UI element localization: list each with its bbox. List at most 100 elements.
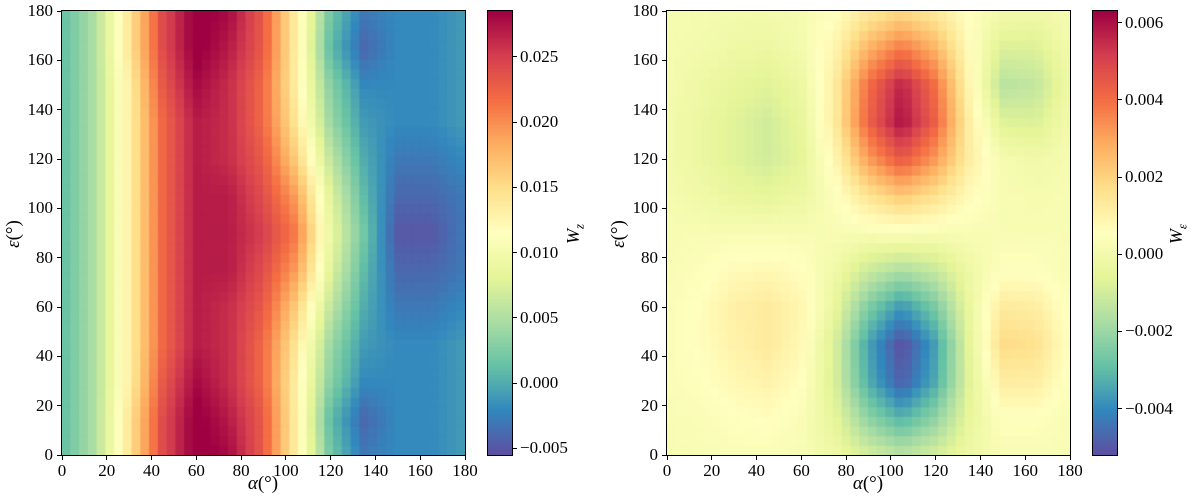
x-tick-mark [374, 456, 376, 460]
y-tick-label: 0 [44, 445, 54, 464]
x-tick-label: 20 [98, 461, 116, 480]
x-tick-mark [419, 456, 421, 460]
colorbar-tick-mark [513, 317, 517, 319]
colorbar-tick-mark [1118, 408, 1122, 410]
x-tick-label: 40 [143, 461, 161, 480]
colorbar-tick-mark [1118, 99, 1122, 101]
x-tick-label: 20 [703, 461, 721, 480]
colorbar-tick-mark [513, 186, 517, 188]
colorbar-tick-mark [1118, 176, 1122, 178]
y-tick-mark [57, 59, 61, 61]
y-tick-label: 140 [27, 99, 54, 119]
y-tick-mark [57, 207, 61, 209]
y-tick-mark [57, 355, 61, 357]
colorbar-tick-label: 0.002 [1125, 167, 1164, 187]
x-tick-mark [890, 456, 892, 460]
y-tick-mark [662, 306, 666, 308]
y-tick-label: 60 [641, 297, 658, 316]
colorbar-tick-label: 0.005 [520, 307, 559, 327]
y-tick-mark [57, 257, 61, 259]
y-tick-label: 60 [36, 297, 53, 316]
y-tick-label: 20 [36, 395, 53, 415]
x-tick-mark [330, 456, 332, 460]
degree-unit: (°) [608, 220, 629, 241]
y-tick-mark [662, 355, 666, 357]
x-tick-mark [151, 456, 153, 460]
epsilon-symbol: ε [3, 240, 24, 248]
heatmap-plot-right [666, 10, 1071, 456]
colorbar-tick-label: 0.000 [520, 373, 559, 393]
colorbar-tick-mark [513, 252, 517, 254]
x-tick-label: 180 [1057, 461, 1083, 480]
x-tick-label: 80 [837, 461, 855, 480]
degree-unit: (°) [3, 220, 24, 241]
x-tick-label: 0 [57, 461, 67, 480]
colorbar-canvas-right [1093, 11, 1117, 455]
colorbar-left [487, 10, 513, 456]
y-tick-mark [57, 306, 61, 308]
x-tick-label: 180 [452, 461, 478, 480]
colorbar-tick-mark [513, 56, 517, 58]
colorbar-tick-mark [1118, 330, 1122, 332]
x-tick-label: 100 [273, 461, 299, 480]
x-tick-label: 140 [967, 461, 994, 480]
colorbar-tick-label: 0.010 [520, 242, 559, 262]
x-axis-label-left: α(°) [223, 473, 303, 495]
colorbar-tick-mark [1118, 253, 1122, 255]
alpha-symbol: α [852, 473, 863, 494]
y-tick-label: 180 [27, 1, 54, 20]
x-tick-label: 140 [362, 461, 389, 480]
x-tick-mark [666, 456, 668, 460]
colorbar-canvas-left [488, 11, 512, 455]
colorbar-tick-label: 0.006 [1125, 12, 1164, 32]
x-tick-label: 0 [662, 461, 672, 480]
x-tick-label: 100 [878, 461, 904, 480]
x-tick-mark [240, 456, 242, 460]
y-tick-label: 20 [641, 395, 658, 415]
heatmap-plot-left [61, 10, 466, 456]
y-tick-mark [57, 405, 61, 407]
colorbar-label-left: Wz [563, 223, 587, 245]
x-tick-label: 60 [187, 461, 205, 480]
y-tick-mark [662, 405, 666, 407]
colorbar-right [1092, 10, 1118, 456]
x-tick-mark [285, 456, 287, 460]
y-tick-label: 100 [27, 198, 54, 218]
y-tick-label: 100 [632, 198, 659, 218]
x-tick-mark [711, 456, 713, 460]
y-tick-mark [662, 109, 666, 111]
x-tick-mark [800, 456, 802, 460]
x-tick-mark [935, 456, 937, 460]
x-tick-label: 40 [748, 461, 766, 480]
colorbar-tick-mark [513, 382, 517, 384]
colorbar-tick-mark [1118, 22, 1122, 24]
x-tick-mark [61, 456, 63, 460]
y-tick-label: 160 [632, 50, 659, 70]
y-tick-label: 120 [632, 149, 659, 168]
x-tick-mark [195, 456, 197, 460]
epsilon-symbol: ε [608, 240, 629, 248]
colorbar-tick-label: 0.000 [1125, 244, 1164, 264]
y-tick-label: 140 [632, 99, 659, 119]
y-tick-mark [57, 109, 61, 111]
y-tick-mark [662, 257, 666, 259]
y-tick-mark [662, 207, 666, 209]
colorbar-tick-label: 0.025 [520, 46, 559, 66]
y-tick-label: 180 [632, 1, 659, 20]
y-tick-mark [662, 454, 666, 456]
heatmap-canvas-left [62, 11, 465, 455]
y-tick-label: 40 [36, 346, 53, 366]
degree-unit: (°) [257, 473, 279, 494]
x-tick-label: 160 [407, 461, 433, 480]
x-tick-label: 160 [1012, 461, 1038, 480]
x-tick-mark [464, 456, 466, 460]
y-tick-mark [57, 158, 61, 160]
y-tick-label: 120 [27, 149, 54, 168]
y-tick-mark [662, 59, 666, 61]
y-tick-label: 160 [27, 50, 54, 70]
x-tick-mark [1024, 456, 1026, 460]
y-tick-mark [57, 454, 61, 456]
y-tick-mark [662, 10, 666, 12]
colorbar-tick-label: 0.020 [520, 112, 559, 131]
